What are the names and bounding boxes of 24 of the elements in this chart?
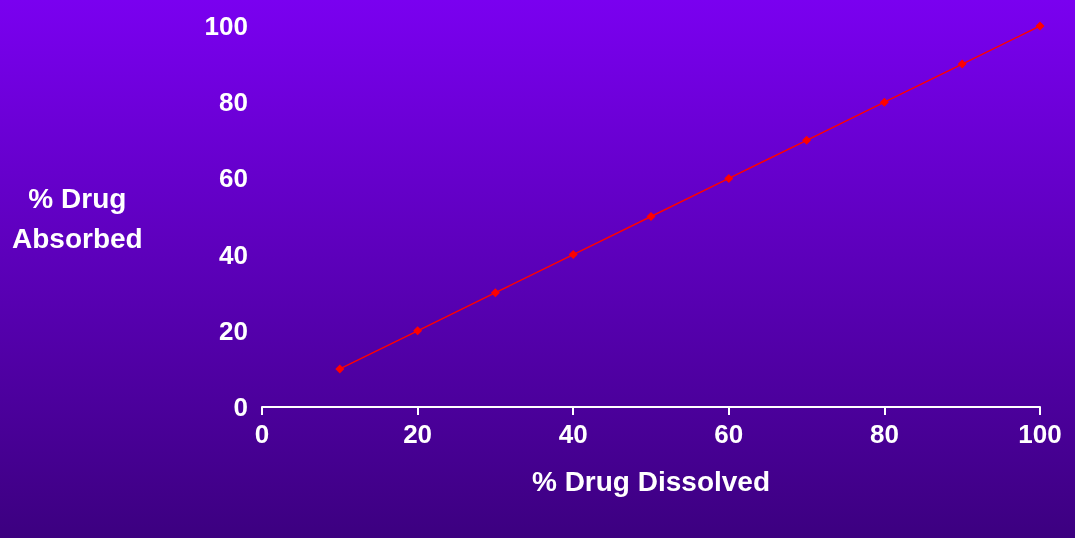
point bbox=[568, 250, 578, 260]
x-axis-title: % Drug Dissolved bbox=[531, 465, 771, 497]
x-tick-label: 20 bbox=[403, 419, 433, 449]
y-tick-label: 40 bbox=[219, 239, 248, 270]
point bbox=[879, 97, 889, 107]
y-axis-title: % Drug Absorbed bbox=[11, 182, 143, 254]
point bbox=[413, 326, 423, 336]
point bbox=[646, 212, 656, 221]
y-tick-label: 0 bbox=[233, 392, 248, 422]
y-tick-label: 100 bbox=[204, 11, 248, 41]
x-tick-label: 80 bbox=[869, 419, 899, 449]
x-tick-label: 60 bbox=[714, 419, 744, 449]
x-tick-label: 100 bbox=[1018, 419, 1062, 449]
point bbox=[724, 173, 734, 183]
point bbox=[1035, 21, 1045, 31]
x-tick-label: 40 bbox=[558, 419, 588, 449]
point bbox=[957, 59, 967, 69]
y-tick-label: 80 bbox=[219, 87, 248, 118]
y-tick-label: 20 bbox=[219, 315, 248, 346]
point bbox=[335, 364, 345, 374]
x-tick-label: 0 bbox=[254, 419, 270, 449]
point bbox=[802, 135, 812, 145]
point bbox=[490, 288, 500, 298]
y-tick-label: 60 bbox=[219, 163, 248, 194]
